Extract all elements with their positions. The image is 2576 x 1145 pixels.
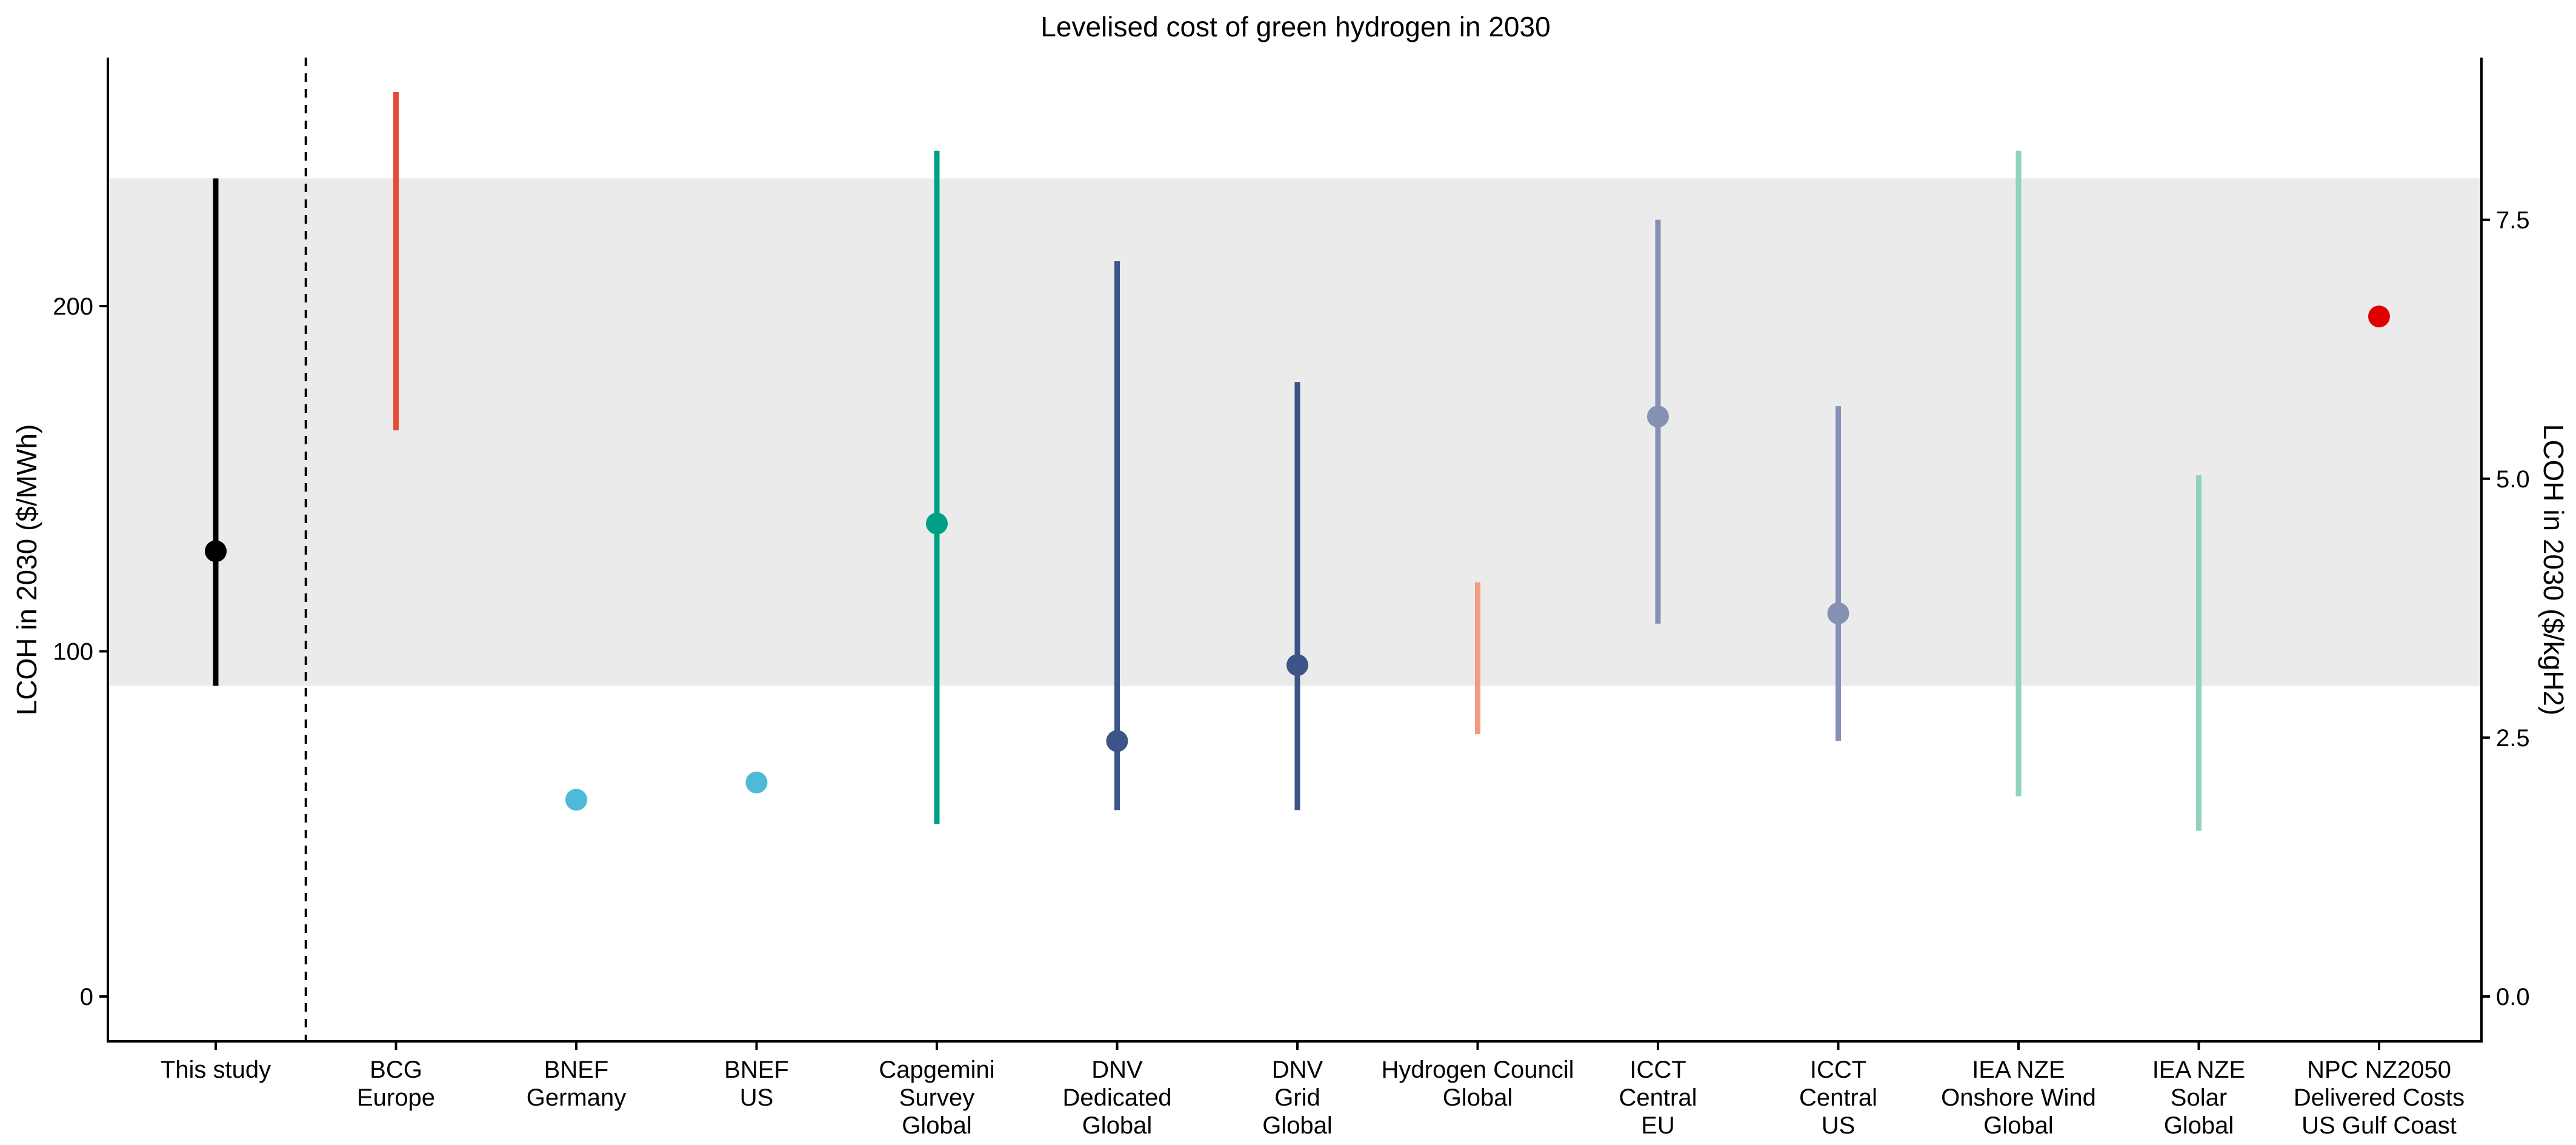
x-category-label-line: ICCT [1629,1057,1686,1083]
y-tick-label: 0 [80,984,93,1010]
x-category-label: DNV Dedicated Global [1062,1057,1171,1139]
point-marker [2368,305,2390,328]
x-category-label-line: Europe [357,1084,435,1111]
point-marker [745,771,768,793]
x-category-label: BNEF Germany [527,1057,627,1111]
x-category-label: BNEF US [724,1057,789,1111]
x-category-label-line: US [1822,1112,1855,1139]
x-category-label-line: BNEF [544,1057,609,1083]
y2-tick-label: 7.5 [2496,207,2530,234]
y2-tick-label: 5.0 [2496,466,2530,493]
x-category-label-line: BCG [370,1057,422,1083]
x-category-label-line: Central [1799,1084,1877,1111]
x-category-label-line: Grid [1274,1084,1320,1111]
x-category-label-line: Global [902,1112,972,1139]
x-category-label: IEA NZE Solar Global [2152,1057,2245,1139]
x-category-label: NPC NZ2050 Delivered Costs US Gulf Coast [2294,1057,2465,1139]
x-category-label-line: Dedicated [1062,1084,1171,1111]
x-category-label-line: Solar [2171,1084,2227,1111]
x-category-label-line: BNEF [724,1057,789,1083]
x-category-label-line: Central [1619,1084,1697,1111]
x-category-label-line: US [740,1084,774,1111]
x-category-label-line: Hydrogen Council [1382,1057,1574,1083]
x-category-label-line: ICCT [1810,1057,1866,1083]
x-category-label-line: Global [1983,1112,2054,1139]
x-category-label-line: US Gulf Coast [2301,1112,2457,1139]
x-category-label-line: NPC NZ2050 [2307,1057,2451,1083]
x-category-label: ICCT Central US [1799,1057,1877,1139]
x-category-label-line: Capgemini [879,1057,994,1083]
point-marker [1647,406,1669,428]
point-marker [565,789,587,811]
x-category-label: ICCT Central EU [1619,1057,1697,1139]
x-category-label-line: IEA NZE [1972,1057,2065,1083]
point-marker [1827,602,1849,624]
x-category-label-line: Global [1082,1112,1153,1139]
point-marker [205,540,227,562]
y2-tick-label: 0.0 [2496,984,2530,1010]
x-category-label: Capgemini Survey Global [879,1057,994,1139]
point-marker [1286,654,1308,676]
y2-tick-label: 2.5 [2496,725,2530,752]
y-axis-title: LCOH in 2030 ($/MWh) [11,424,42,716]
y2-axis-title: LCOH in 2030 ($/kgH2) [2538,424,2569,716]
x-category-label-line: DNV [1091,1057,1143,1083]
x-category-label-line: DNV [1272,1057,1323,1083]
x-category-label-line: This study [161,1057,271,1083]
x-category-label-line: Global [1262,1112,1333,1139]
x-category-label-line: Survey [899,1084,975,1111]
point-marker [926,512,948,535]
x-category-label-line: Global [1443,1084,1513,1111]
plot-area: 0 100 200 0.0 2.5 5.0 7.5 This study BCG Europe BN… [53,58,2530,1139]
x-category-label-line: EU [1641,1112,1675,1139]
x-category-label: This study [161,1057,271,1083]
point-marker [1106,730,1128,752]
x-category-label: DNV Grid Global [1262,1057,1333,1139]
chart-title: Levelised cost of green hydrogen in 2030 [1040,11,1550,42]
x-category-label-line: Onshore Wind [1941,1084,2096,1111]
y-tick-label: 100 [53,638,93,665]
x-category-label: BCG Europe [357,1057,435,1111]
x-category-label-line: Germany [527,1084,627,1111]
x-category-label: IEA NZE Onshore Wind Global [1941,1057,2096,1139]
x-category-label-line: Delivered Costs [2294,1084,2465,1111]
x-category-label-line: Global [2164,1112,2234,1139]
x-category-label: Hydrogen Council Global [1382,1057,1574,1111]
x-category-label-line: IEA NZE [2152,1057,2245,1083]
y-tick-label: 200 [53,293,93,320]
